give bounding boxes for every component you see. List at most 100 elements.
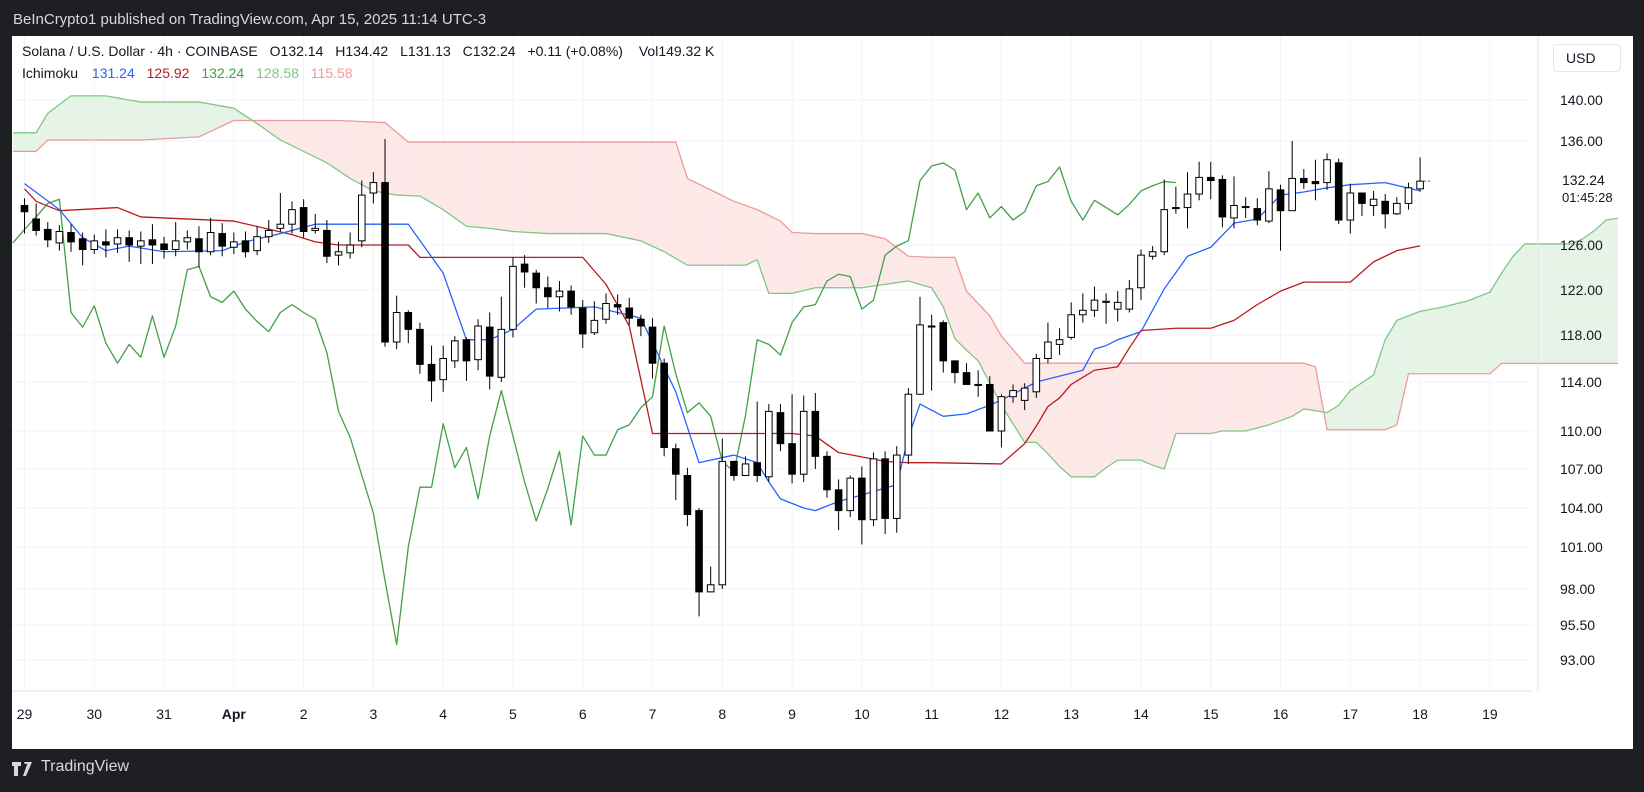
cloud-segment [733,201,746,266]
candle-up [1055,339,1064,345]
price-chart[interactable]: 140.00 136.00 126.00 122.00 118.00 114.00 110.… [12,36,1633,749]
candle-up [137,240,145,247]
candle-down [160,243,168,251]
currency-button[interactable]: USD [1553,44,1621,72]
candle-down [858,477,866,521]
cloud-segment [1106,363,1118,468]
cloud-segment [1513,243,1525,364]
candle-up [799,410,808,475]
publish-line: BeInCrypto1 published on TradingView.com… [13,11,487,28]
candle-down [102,241,110,246]
cloud-segment [606,142,641,241]
cloud-segment [1222,363,1235,431]
time-tick-label: 10 [854,706,870,722]
candle-down [753,462,761,476]
candle-up [311,227,320,231]
cloud-segment [1408,311,1421,374]
cloud-segment [815,233,862,288]
cloud-segment [687,178,711,266]
cloud-segment [350,121,374,191]
cloud-segment [36,113,48,152]
candle-up [230,241,238,248]
ichimoku-cloud [12,95,1618,477]
candle-up [334,251,343,256]
candle-up [1148,251,1157,257]
candle-down [811,410,820,457]
price-tick-label: 107.00 [1560,461,1603,477]
grid [12,36,1532,691]
candle-up [846,477,855,512]
candle-down [20,204,29,213]
candle-down [544,287,552,298]
candle-up [1241,206,1250,209]
cloud-segment [1536,243,1549,364]
cloud-segment [1571,238,1583,364]
candle-up [927,325,936,328]
candle-up [509,265,517,330]
cloud-segment [408,142,420,197]
candle-down [78,238,87,250]
cloud-segment [71,95,106,140]
time-axis[interactable]: 29 30 31 Apr 2 3 4 5 6 7 8 9 10 11 12 13 14 15 16 17 18 19 [12,690,1532,722]
cloud-segment [1594,220,1607,364]
cloud-segment [792,232,816,294]
price-tick-label: 93.00 [1560,652,1595,668]
candle-up [55,230,64,244]
candle-up [718,460,727,586]
current-price-value: 132.24 [1562,172,1605,188]
cloud-segment [1292,363,1304,417]
candle-up [869,458,878,521]
cloud-segment [326,120,339,171]
cloud-segment [419,142,444,210]
cloud-segment [12,132,37,152]
time-tick-label: 15 [1203,706,1219,722]
candle-down [834,489,843,512]
cloud-segment [1501,256,1514,364]
cloud-segment [1164,363,1176,469]
cloud-segment [745,205,758,266]
cloud-segment [978,303,990,383]
candle-down [637,318,645,327]
cloud-segment [1443,301,1467,374]
time-tick-label: 12 [994,706,1010,722]
price-tick-label: 136.00 [1560,133,1603,149]
time-tick-label: 2 [300,706,308,722]
cloud-segment [1303,363,1316,411]
footer: TradingView [0,749,1644,792]
candle-down [1300,177,1308,184]
price-axis[interactable]: 140.00 136.00 126.00 122.00 118.00 114.00 110.… [1537,36,1603,691]
cloud-segment [1338,390,1351,430]
candle-up [706,584,715,593]
candle-up [765,410,773,478]
bar-countdown: 01:45:28 [1562,190,1613,205]
span-a-value: 128.58 [256,65,299,81]
cloud-segment [943,257,955,339]
candle-down [462,339,471,362]
cloud-segment [489,142,513,232]
cloud-segment [1245,363,1269,431]
cloud-segment [338,120,351,179]
candle-up [1032,358,1041,393]
time-tick-label: 13 [1063,706,1079,722]
candle-down [532,272,541,289]
cloud-segment [140,102,199,140]
candle-up [1195,176,1203,195]
candle-up [974,383,982,386]
candle-down [1311,181,1320,185]
time-tick-label: 7 [649,706,657,722]
candle-down [671,448,680,475]
candle-up [90,240,99,250]
cloud-segment [989,315,1002,406]
cloud-segment [1385,320,1397,430]
chart-panel[interactable]: 140.00 136.00 126.00 122.00 118.00 114.00 110.… [12,36,1633,749]
candle-up [497,328,506,378]
candle-up [1079,309,1087,316]
candle-down [881,458,889,519]
cloud-segment [954,257,967,351]
candle-up [1265,188,1273,222]
candle-up [1393,202,1401,215]
candle-up [1009,390,1017,398]
price-tick-label: 95.50 [1560,617,1595,633]
candle-up [1067,314,1076,338]
candle-down [1253,208,1262,221]
